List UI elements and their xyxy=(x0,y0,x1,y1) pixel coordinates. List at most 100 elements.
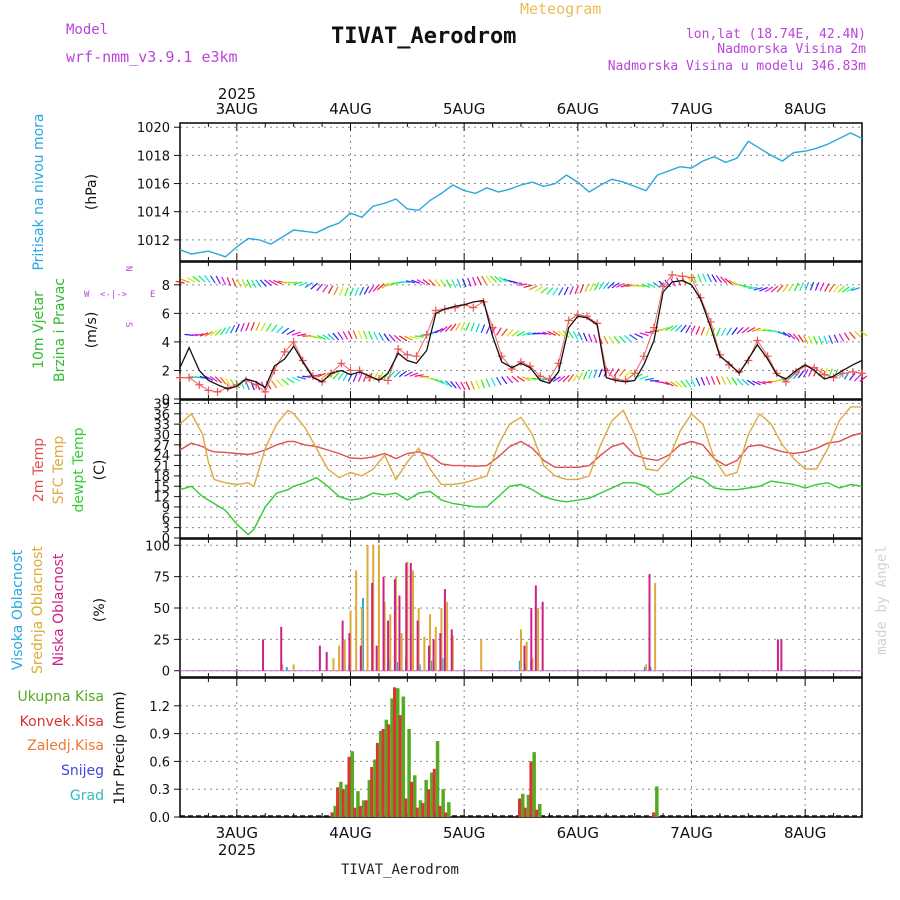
wind-direction-arrow xyxy=(286,377,295,384)
wind-direction-arrow xyxy=(268,279,277,286)
cloud-ytick-label: 100 xyxy=(145,539,170,554)
total-precip-bar xyxy=(435,741,440,817)
wind-direction-arrow xyxy=(250,279,257,288)
total-precip-bar xyxy=(447,802,451,817)
low-cloud-label: Niska Oblacnost xyxy=(51,553,67,666)
wind-direction-arrow xyxy=(496,327,502,336)
wind-direction-arrow xyxy=(846,286,855,293)
conv-precip-bar xyxy=(364,800,368,817)
wind-direction-arrow xyxy=(180,278,190,284)
wind-direction-arrow xyxy=(393,370,402,378)
dewpt-line xyxy=(179,475,863,536)
wind-ylabel: (m/s) xyxy=(84,312,100,349)
wind-gust-marker xyxy=(573,310,582,319)
wind-gust-marker xyxy=(848,367,857,376)
wind-direction-arrow xyxy=(489,275,498,283)
wind-direction-arrow xyxy=(455,322,461,331)
wind-gust-marker xyxy=(384,376,393,385)
wind-direction-arrow xyxy=(675,380,683,388)
dir-legend-e: E xyxy=(150,290,155,300)
wind-direction-arrow xyxy=(799,282,805,291)
wind-direction-arrow xyxy=(521,331,531,336)
wind-direction-arrow xyxy=(731,377,738,386)
wind-direction-arrow xyxy=(797,334,804,343)
wind-direction-arrow xyxy=(276,325,284,334)
wind-direction-arrow xyxy=(372,284,380,292)
wind-gust-marker xyxy=(753,336,762,345)
mid-cloud-label: Srednja Oblacnost xyxy=(30,546,46,674)
wind-direction-arrow xyxy=(584,283,590,293)
total-precip-bar xyxy=(396,688,400,817)
wind-direction-arrow xyxy=(752,327,761,332)
wind-direction-arrow xyxy=(352,330,358,340)
wind-direction-arrow xyxy=(288,281,298,284)
wind-direction-arrow xyxy=(316,283,324,292)
wind-direction-arrow xyxy=(260,322,266,332)
watermark: made by Angel xyxy=(874,545,890,655)
wind-direction-arrow xyxy=(293,281,303,285)
total-precip-bar xyxy=(339,781,343,817)
wind-direction-arrow xyxy=(310,282,318,290)
wind-direction-arrow xyxy=(409,372,419,377)
wind-direction-arrow xyxy=(563,286,569,296)
wind-direction-arrow xyxy=(828,368,833,378)
wind-direction-arrow xyxy=(496,376,502,386)
total-precip-bar xyxy=(526,794,531,817)
precip-ytick-label: 0.6 xyxy=(149,755,170,770)
model-altitude: Nadmorska Visina u modelu 346.83m xyxy=(608,59,866,74)
conv-precip-bar xyxy=(523,807,527,817)
wind-direction-arrow xyxy=(828,283,835,293)
wind-direction-arrow xyxy=(797,370,805,379)
wind-direction-arrow xyxy=(317,372,327,378)
wind-gust-marker xyxy=(668,270,677,279)
total-precip-bar xyxy=(384,719,389,817)
wind-direction-arrow xyxy=(705,327,711,337)
wind-direction-arrow xyxy=(641,283,651,288)
wind-direction-arrow xyxy=(809,281,815,291)
wind-direction-arrow xyxy=(277,280,287,284)
wind-direction-arrow xyxy=(665,381,674,387)
temp-ylabel: (C) xyxy=(92,460,108,481)
wind-direction-arrow xyxy=(611,282,620,289)
pressure-frame xyxy=(179,122,863,262)
wind-panel: 0 2 4 6 8 xyxy=(162,261,868,408)
wind-direction-arrow xyxy=(204,331,214,337)
bottom-day-label: 4AUG xyxy=(329,824,371,842)
wind-direction-arrow xyxy=(837,285,845,293)
wind-direction-arrow xyxy=(736,378,744,386)
total-precip-bar xyxy=(378,730,383,817)
wind-direction-arrow xyxy=(670,381,679,388)
year-label-top: 2025 xyxy=(218,85,256,103)
wind-gust-marker xyxy=(346,366,355,375)
wind-direction-arrow xyxy=(204,275,211,283)
wind-gust-marker xyxy=(213,387,222,396)
wind-direction-arrow xyxy=(259,279,267,287)
wind-ytick-label: 0 xyxy=(162,393,170,408)
wind-gust-marker xyxy=(820,370,829,379)
temperature-ytick-label: 9 xyxy=(162,501,170,516)
wind-direction-arrow xyxy=(276,379,284,387)
wind-direction-arrow xyxy=(485,378,491,388)
wind-direction-arrow xyxy=(404,335,413,341)
total-precip-bar xyxy=(401,696,406,817)
wind-direction-arrow xyxy=(175,280,185,284)
pressure-ylabel: (hPa) xyxy=(84,174,100,210)
wind-direction-arrow xyxy=(344,287,349,297)
top-day-label: 7AUG xyxy=(670,100,712,118)
wind-direction-arrow xyxy=(214,328,222,336)
wind-direction-arrow xyxy=(557,330,566,338)
wind-direction-arrow xyxy=(557,375,566,383)
total-precip-bar xyxy=(538,804,542,817)
wind-direction-arrow xyxy=(602,281,610,290)
year-label-bottom: 2025 xyxy=(218,841,256,859)
wind-direction-arrow xyxy=(399,335,408,342)
temperature-ytick-label: 36 xyxy=(153,408,170,423)
wind-direction-arrow xyxy=(337,372,344,381)
wind-direction-arrow xyxy=(598,281,605,290)
wind-direction-arrow xyxy=(475,380,480,390)
wind-direction-arrow xyxy=(422,279,431,286)
top-day-label: 6AUG xyxy=(557,100,599,118)
wind-direction-arrow xyxy=(558,287,564,296)
wind-direction-arrow xyxy=(383,333,390,342)
wind-direction-arrow xyxy=(393,334,402,342)
